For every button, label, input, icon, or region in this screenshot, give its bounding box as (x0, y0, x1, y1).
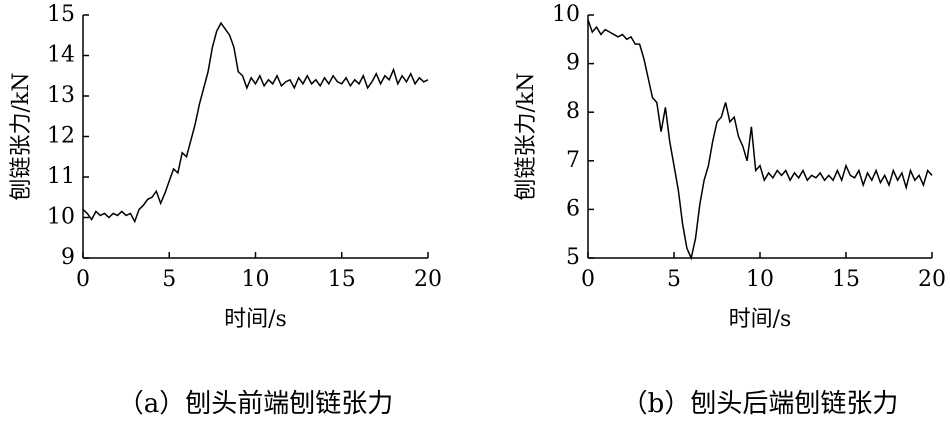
x-tick-label: 5 (667, 267, 681, 292)
x-axis-label: 时间/s (224, 307, 287, 332)
y-tick-label: 10 (552, 2, 580, 27)
y-tick-label: 9 (566, 51, 580, 76)
x-tick-label: 0 (76, 267, 90, 292)
x-tick-label: 0 (581, 267, 595, 292)
y-tick-label: 12 (47, 124, 75, 149)
y-tick-label: 13 (47, 83, 75, 108)
y-tick-label: 8 (566, 99, 580, 124)
panel-caption: （a）刨头前端刨链张力 (118, 389, 394, 419)
x-tick-label: 10 (746, 267, 774, 292)
y-tick-label: 15 (47, 2, 75, 27)
x-tick-label: 20 (414, 267, 442, 292)
panel-caption: （b）刨头后端刨链张力 (622, 389, 899, 419)
y-tick-label: 7 (566, 148, 580, 173)
x-tick-label: 15 (328, 267, 356, 292)
y-tick-label: 14 (47, 43, 75, 68)
x-tick-label: 15 (832, 267, 860, 292)
y-axis-label: 刨链张力/kN (514, 73, 539, 201)
y-tick-label: 10 (47, 205, 75, 230)
x-axis-label: 时间/s (729, 307, 792, 332)
data-line (587, 19, 933, 261)
data-line (82, 21, 429, 224)
y-tick-label: 5 (566, 245, 580, 270)
y-axis-label: 刨链张力/kN (9, 73, 34, 201)
y-tick-label: 9 (61, 245, 75, 270)
x-tick-label: 20 (918, 267, 946, 292)
x-tick-label: 5 (162, 267, 176, 292)
x-tick-label: 10 (242, 267, 270, 292)
y-tick-label: 11 (47, 164, 75, 189)
y-tick-label: 6 (566, 196, 580, 221)
